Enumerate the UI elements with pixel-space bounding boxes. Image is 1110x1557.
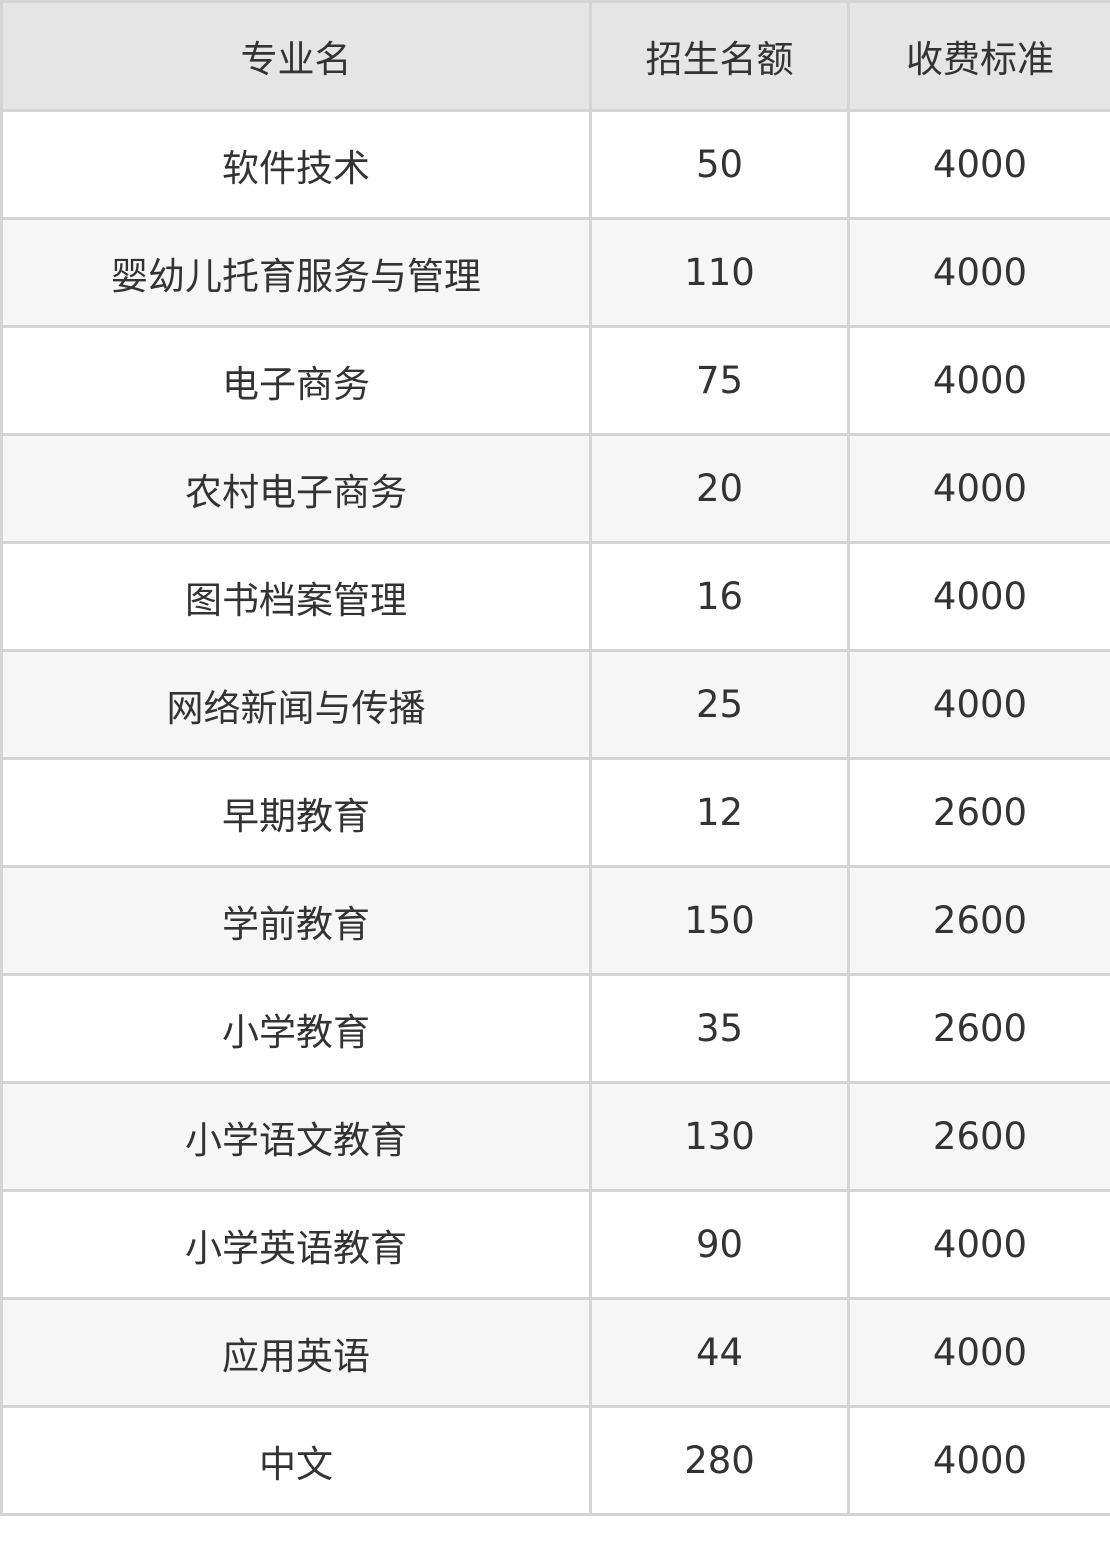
table-row: 小学语文教育 130 2600 (0, 1081, 1110, 1192)
fee-cell: 4000 (847, 1189, 1110, 1300)
quota-cell: 150 (589, 865, 850, 976)
header-fee: 收费标准 (847, 0, 1110, 112)
table-row: 早期教育 12 2600 (0, 757, 1110, 868)
major-cell: 小学教育 (0, 973, 592, 1084)
fee-cell: 4000 (847, 1405, 1110, 1516)
fee-cell: 4000 (847, 109, 1110, 220)
header-row: 专业名 招生名额 收费标准 (0, 0, 1110, 112)
quota-cell: 90 (589, 1189, 850, 1300)
fee-cell: 2600 (847, 1081, 1110, 1192)
table-row: 电子商务 75 4000 (0, 325, 1110, 436)
table-row: 应用英语 44 4000 (0, 1297, 1110, 1408)
table-row: 农村电子商务 20 4000 (0, 433, 1110, 544)
quota-cell: 50 (589, 109, 850, 220)
table-row: 小学教育 35 2600 (0, 973, 1110, 1084)
table-row: 婴幼儿托育服务与管理 110 4000 (0, 217, 1110, 328)
major-cell: 中文 (0, 1405, 592, 1516)
quota-cell: 130 (589, 1081, 850, 1192)
major-cell: 学前教育 (0, 865, 592, 976)
fee-cell: 4000 (847, 217, 1110, 328)
major-cell: 图书档案管理 (0, 541, 592, 652)
table-row: 图书档案管理 16 4000 (0, 541, 1110, 652)
major-cell: 网络新闻与传播 (0, 649, 592, 760)
table-row: 中文 280 4000 (0, 1405, 1110, 1516)
quota-cell: 20 (589, 433, 850, 544)
major-cell: 软件技术 (0, 109, 592, 220)
major-cell: 应用英语 (0, 1297, 592, 1408)
fee-cell: 4000 (847, 325, 1110, 436)
major-table: 专业名 招生名额 收费标准 软件技术 50 4000 婴幼儿托育服务与管理 110 400… (0, 0, 1110, 1516)
table-row: 网络新闻与传播 25 4000 (0, 649, 1110, 760)
quota-cell: 25 (589, 649, 850, 760)
fee-cell: 4000 (847, 541, 1110, 652)
fee-cell: 4000 (847, 1297, 1110, 1408)
quota-cell: 44 (589, 1297, 850, 1408)
fee-cell: 4000 (847, 433, 1110, 544)
quota-cell: 35 (589, 973, 850, 1084)
table-row: 小学英语教育 90 4000 (0, 1189, 1110, 1300)
major-cell: 小学语文教育 (0, 1081, 592, 1192)
major-cell: 婴幼儿托育服务与管理 (0, 217, 592, 328)
quota-cell: 280 (589, 1405, 850, 1516)
fee-cell: 2600 (847, 757, 1110, 868)
fee-cell: 2600 (847, 865, 1110, 976)
header-quota: 招生名额 (589, 0, 850, 112)
major-cell: 早期教育 (0, 757, 592, 868)
quota-cell: 12 (589, 757, 850, 868)
quota-cell: 75 (589, 325, 850, 436)
fee-cell: 2600 (847, 973, 1110, 1084)
major-cell: 小学英语教育 (0, 1189, 592, 1300)
quota-cell: 110 (589, 217, 850, 328)
table-row: 学前教育 150 2600 (0, 865, 1110, 976)
major-cell: 农村电子商务 (0, 433, 592, 544)
quota-cell: 16 (589, 541, 850, 652)
table-row: 软件技术 50 4000 (0, 109, 1110, 220)
header-major: 专业名 (0, 0, 592, 112)
fee-cell: 4000 (847, 649, 1110, 760)
major-cell: 电子商务 (0, 325, 592, 436)
